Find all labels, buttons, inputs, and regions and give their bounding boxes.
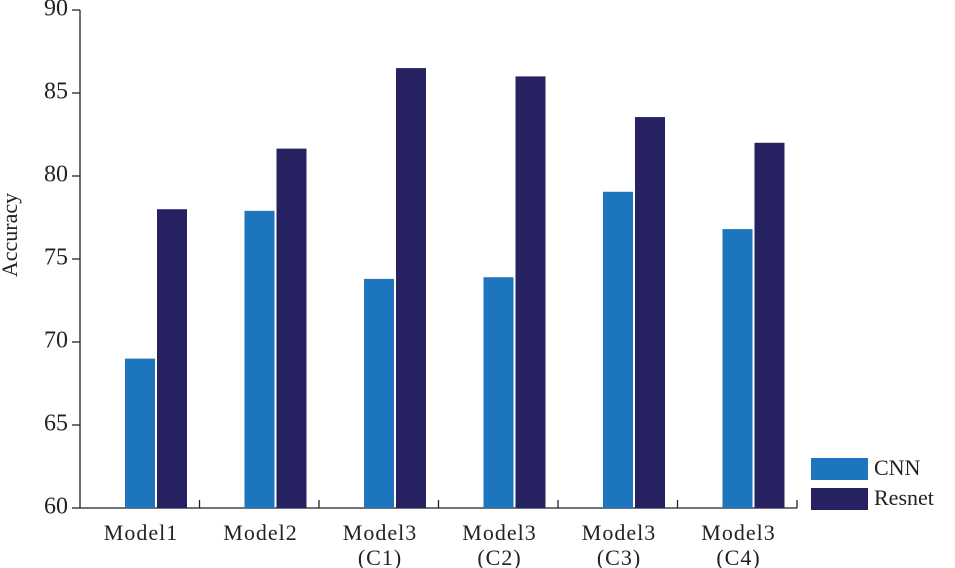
x-tick-label: Model1 xyxy=(103,520,179,545)
bar xyxy=(635,117,665,508)
y-tick-label: 90 xyxy=(44,0,68,22)
x-tick-label: Model2 xyxy=(223,520,298,545)
bar xyxy=(603,191,633,508)
bar xyxy=(364,278,394,508)
bar xyxy=(515,76,546,509)
x-tick-label: Model3 (C4) xyxy=(701,520,776,568)
y-tick-label: 75 xyxy=(44,245,68,271)
x-tick-label: Model3 (C3) xyxy=(581,520,657,568)
bar xyxy=(722,229,753,508)
y-axis-label: Accuracy xyxy=(0,193,22,277)
legend-label: CNN xyxy=(874,455,921,480)
bar xyxy=(276,148,307,509)
bar xyxy=(754,142,785,509)
bar xyxy=(157,209,187,508)
y-tick-label: 80 xyxy=(44,162,68,188)
bar xyxy=(483,277,514,508)
legend-swatch xyxy=(811,458,868,480)
legend-label: Resnet xyxy=(874,485,934,510)
y-tick-label: 85 xyxy=(44,79,68,105)
x-tick-label: Model3 (C2) xyxy=(462,520,537,568)
bar xyxy=(125,358,155,508)
legend-swatch xyxy=(811,488,868,510)
y-tick-label: 70 xyxy=(44,328,68,354)
bar xyxy=(396,68,426,508)
bar xyxy=(244,210,275,509)
y-tick-label: 65 xyxy=(44,411,68,437)
y-tick-label: 60 xyxy=(44,494,68,520)
x-tick-label: Model3 (C1) xyxy=(342,520,418,568)
